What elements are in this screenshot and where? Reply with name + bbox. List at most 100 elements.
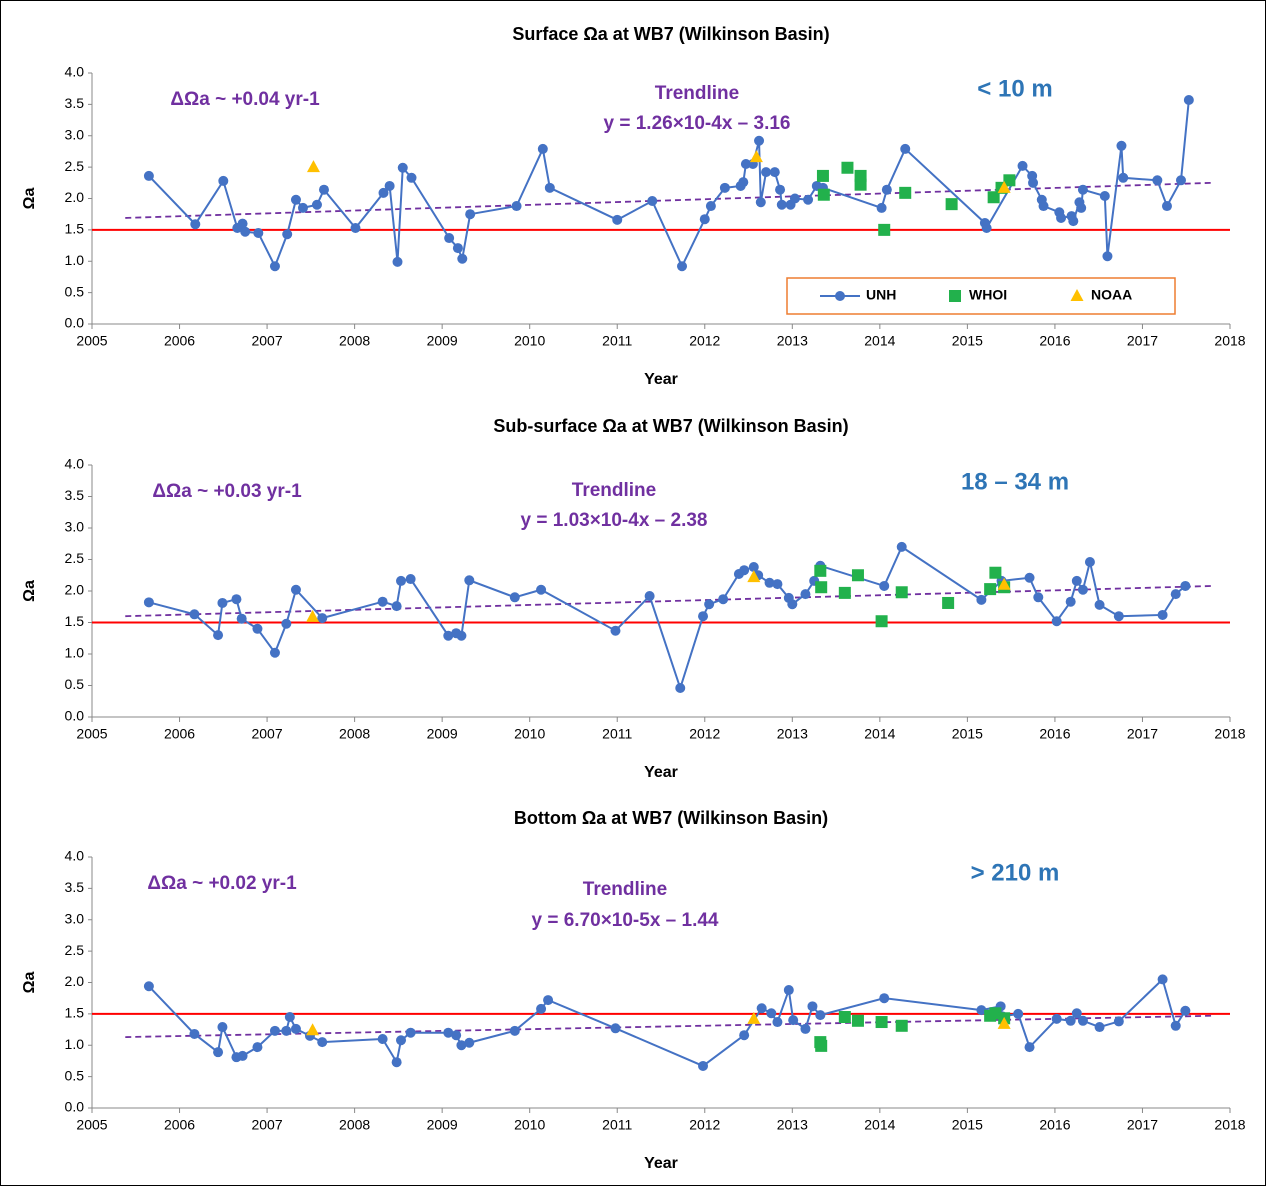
x-tick-label: 2017: [1127, 726, 1158, 742]
x-tick-label: 2013: [777, 1117, 808, 1133]
x-tick-label: 2011: [602, 1117, 632, 1133]
data-point: [465, 209, 476, 220]
x-tick-label: 2007: [251, 333, 282, 349]
x-tick-label: 2018: [1214, 726, 1245, 742]
data-point: [800, 1023, 811, 1034]
y-tick-label: 1.5: [65, 1005, 85, 1021]
data-point: [879, 580, 890, 591]
x-tick-label: 2005: [76, 1117, 107, 1133]
x-tick-label: 2014: [864, 726, 895, 742]
data-point: [237, 1050, 248, 1061]
data-point: [766, 1008, 777, 1019]
x-tick-label: 2006: [164, 726, 195, 742]
data-point: [754, 135, 765, 146]
data-point: [698, 1060, 709, 1071]
data-point: [511, 201, 522, 212]
legend-label: WHOI: [969, 287, 1007, 303]
rate-annotation: ΔΩa ~ +0.04 yr-1: [170, 89, 320, 110]
data-point: [997, 1016, 1011, 1029]
data-point: [231, 594, 242, 605]
data-point: [240, 226, 251, 237]
data-point: [647, 196, 658, 207]
data-point: [815, 581, 828, 594]
chart-title: Surface Ωa at WB7 (Wilkinson Basin): [512, 24, 829, 44]
x-tick-label: 2005: [76, 333, 107, 349]
data-point: [350, 222, 361, 233]
data-point: [443, 1027, 454, 1038]
y-tick-label: 1.0: [65, 645, 85, 661]
x-tick-label: 2014: [864, 1117, 895, 1133]
data-point: [452, 243, 463, 254]
data-point: [457, 253, 468, 264]
data-point: [800, 589, 811, 600]
x-tick-label: 2006: [164, 1117, 195, 1133]
depth-label: 18 – 34 m: [961, 468, 1069, 495]
data-point: [895, 586, 908, 599]
data-point: [997, 577, 1011, 590]
data-point: [896, 541, 907, 552]
data-point: [881, 184, 892, 195]
data-point: [838, 586, 851, 599]
data-point: [405, 574, 416, 585]
x-tick-label: 2017: [1127, 333, 1158, 349]
data-point: [456, 1040, 467, 1051]
x-tick-label: 2016: [1039, 1117, 1070, 1133]
data-point: [756, 1003, 767, 1014]
data-point: [536, 584, 547, 595]
data-point: [396, 1035, 407, 1046]
data-point: [807, 1001, 818, 1012]
data-point: [764, 577, 775, 588]
data-point: [747, 570, 761, 583]
data-point: [189, 609, 200, 620]
data-point: [1175, 175, 1186, 186]
trendline-label: Trendline: [655, 83, 739, 104]
data-point: [704, 599, 715, 610]
data-point: [1038, 201, 1049, 212]
data-point: [509, 1025, 520, 1036]
x-tick-label: 2016: [1039, 333, 1070, 349]
y-tick-label: 0.0: [65, 708, 85, 724]
data-point: [318, 184, 329, 195]
x-tick-label: 2012: [689, 333, 720, 349]
data-point: [644, 591, 655, 602]
x-tick-label: 2010: [514, 726, 545, 742]
data-point: [1017, 160, 1028, 171]
legend-marker: [949, 290, 961, 302]
x-tick-label: 2018: [1214, 1117, 1245, 1133]
data-point: [675, 683, 686, 694]
data-point: [451, 1030, 462, 1041]
data-point: [769, 167, 780, 178]
data-point: [1170, 1020, 1181, 1031]
legend-label: UNH: [866, 287, 896, 303]
x-axis-title: Year: [644, 764, 678, 781]
data-point: [1056, 212, 1067, 223]
data-point: [1003, 174, 1016, 187]
data-point: [1077, 584, 1088, 595]
y-tick-label: 2.0: [65, 973, 85, 989]
data-point: [1051, 1013, 1062, 1024]
data-point: [610, 625, 621, 636]
trendline-equation: y = 6.70×10-5x – 1.44: [532, 910, 719, 931]
x-axis-title: Year: [644, 1155, 678, 1172]
data-point: [976, 594, 987, 605]
depth-label: < 10 m: [977, 75, 1052, 102]
data-point: [405, 1027, 416, 1038]
y-tick-label: 4.0: [65, 456, 85, 472]
data-point: [854, 178, 867, 191]
data-point: [755, 197, 766, 208]
data-point: [1071, 1008, 1082, 1019]
y-tick-label: 4.0: [65, 64, 85, 80]
data-point: [143, 981, 154, 992]
y-tick-label: 3.5: [65, 95, 85, 111]
y-axis-title: Ωa: [21, 972, 38, 994]
data-point: [803, 194, 814, 205]
data-point: [851, 1014, 864, 1027]
y-tick-label: 2.5: [65, 942, 85, 958]
data-point: [815, 1010, 826, 1021]
data-point: [942, 596, 955, 609]
legend-marker: [835, 291, 845, 301]
data-point: [1065, 1015, 1076, 1026]
data-point: [1113, 1016, 1124, 1027]
data-point: [814, 564, 827, 577]
